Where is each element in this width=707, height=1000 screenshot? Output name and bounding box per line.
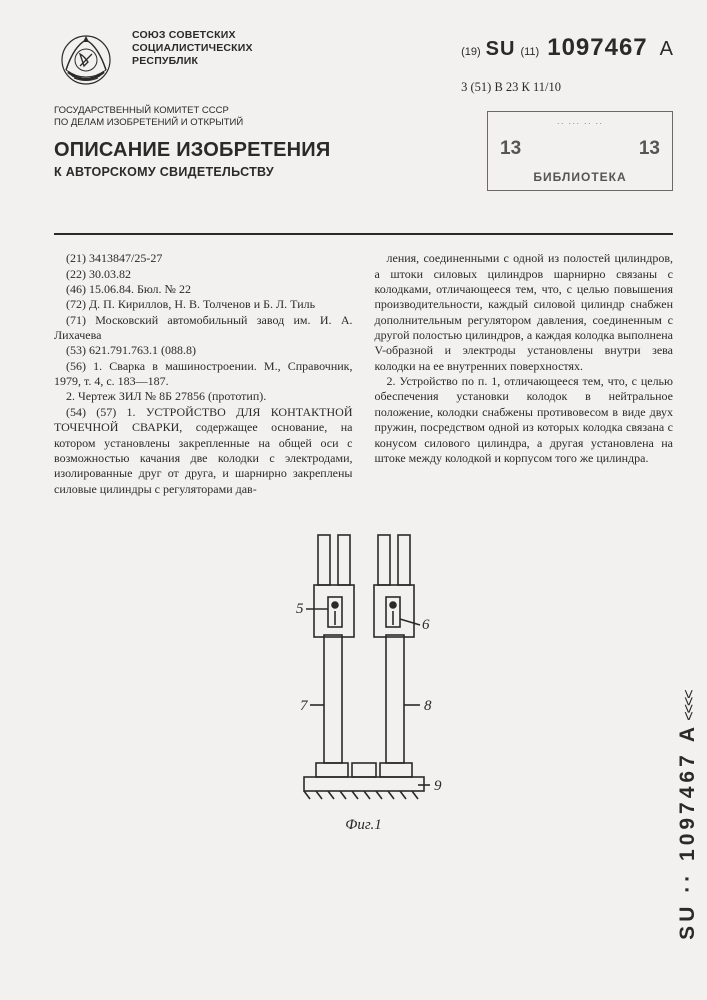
header-row: СОЮЗ СОВЕТСКИХ СОЦИАЛИСТИЧЕСКИХ РЕСПУБЛИ… [54, 26, 673, 95]
biblio-53: (53) 621.791.763.1 (088.8) [54, 343, 353, 358]
issuer-line: СОЮЗ СОВЕТСКИХ [132, 29, 253, 42]
classif-prefix: 3 (51) [461, 80, 491, 94]
biblio-56a: (56) 1. Сварка в машиностроении. М., Спр… [54, 359, 353, 390]
fig-label-9: 9 [434, 778, 442, 794]
ussr-emblem-icon [54, 26, 118, 90]
issuer-line: СОЦИАЛИСТИЧЕСКИХ [132, 42, 253, 55]
side-text: SU ·· 1097467 A [676, 723, 700, 940]
ipc-classification: 3 (51) В 23 К 11/10 [461, 80, 673, 95]
claim-right-p1: ления, соединенными с одной из полостей … [375, 251, 674, 374]
biblio-22: (22) 30.03.82 [54, 267, 353, 282]
fig-label-7: 7 [300, 698, 309, 714]
right-column: ления, соединенными с одной из полостей … [375, 251, 674, 497]
biblio-72: (72) Д. П. Кириллов, Н. В. Толченов и Б.… [54, 297, 353, 312]
claim-right-p2: 2. Устройство по п. 1, отличающееся тем,… [375, 374, 674, 466]
title-block: ОПИСАНИЕ ИЗОБРЕТЕНИЯ К АВТОРСКОМУ СВИДЕТ… [54, 139, 330, 179]
claim-title-and-tail: (54) (57) 1. УСТРОЙСТВО ДЛЯ КОНТАКТНОЙ Т… [54, 405, 353, 497]
chevron-icon: >>>> [679, 690, 697, 719]
left-column: (21) 3413847/25-27 (22) 30.03.82 (46) 15… [54, 251, 353, 497]
pub-country: SU [486, 38, 516, 61]
figure-caption: Фиг.1 [54, 817, 673, 834]
side-publication-label: >>>> SU ·· 1097467 A [675, 380, 701, 940]
biblio-56b: 2. Чертеж ЗИЛ № 8Б 27856 (прототип). [54, 389, 353, 404]
sub-title: К АВТОРСКОМУ СВИДЕТЕЛЬСТВУ [54, 165, 330, 179]
divider [54, 233, 673, 236]
biblio-71: (71) Московский автомобильный завод им. … [54, 313, 353, 344]
fig-label-6: 6 [422, 617, 430, 633]
classif-code: В 23 К 11/10 [494, 80, 561, 94]
pub-prefix: (19) [461, 46, 481, 58]
issuer-text: СОЮЗ СОВЕТСКИХ СОЦИАЛИСТИЧЕСКИХ РЕСПУБЛИ… [132, 26, 253, 68]
stamp-num-right: 13 [639, 138, 660, 160]
pub-kind: A [660, 38, 673, 61]
stamp-bottom: БИБЛИОТЕКА [496, 170, 664, 184]
library-stamp: ·· ··· ·· ·· 13 13 БИБЛИОТЕКА [487, 111, 673, 191]
biblio-46: (46) 15.06.84. Бюл. № 22 [54, 282, 353, 297]
fig-label-5: 5 [296, 601, 304, 617]
fig-label-8: 8 [424, 698, 432, 714]
biblio-21: (21) 3413847/25-27 [54, 251, 353, 266]
stamp-top: ·· ··· ·· ·· [496, 118, 664, 128]
pub-docnum: 1097467 [547, 34, 647, 62]
publication-number: (19) SU (11) 1097467 A 3 (51) В 23 К 11/… [461, 26, 673, 95]
main-title: ОПИСАНИЕ ИЗОБРЕТЕНИЯ [54, 139, 330, 162]
body-columns: (21) 3413847/25-27 (22) 30.03.82 (46) 15… [54, 251, 673, 497]
figure-1: 5 6 7 8 9 [264, 515, 464, 815]
pub-mid: (11) [520, 46, 539, 58]
issuer-line: РЕСПУБЛИК [132, 55, 253, 68]
stamp-num-left: 13 [500, 138, 521, 160]
